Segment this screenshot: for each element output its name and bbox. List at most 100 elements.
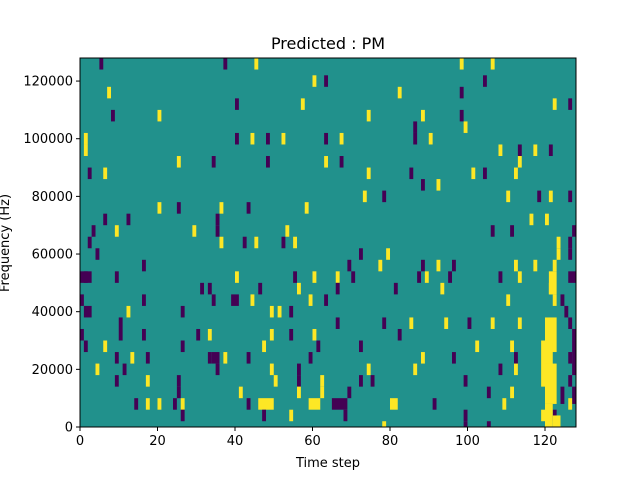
heatmap-cell — [157, 398, 162, 410]
heatmap-cell — [347, 386, 352, 399]
heatmap-cell — [452, 259, 456, 272]
heatmap-cell — [91, 225, 96, 237]
heatmap-cell — [242, 236, 247, 249]
heatmap-cell — [556, 248, 561, 260]
heatmap-cell — [335, 271, 340, 283]
heatmap-cell — [483, 75, 487, 87]
heatmap-cell — [564, 305, 569, 318]
heatmap-cell — [211, 156, 216, 168]
heatmap-cell — [254, 236, 259, 249]
heatmap-cell — [548, 190, 553, 203]
heatmap-cell — [490, 58, 495, 70]
heatmap-cell — [297, 375, 301, 387]
heatmap-cell — [95, 363, 100, 376]
heatmap-cell — [289, 409, 294, 422]
heatmap-cell — [320, 386, 325, 399]
heatmap-cell — [304, 202, 309, 214]
heatmap-cell — [246, 352, 251, 364]
heatmap-cell — [324, 132, 329, 145]
heatmap-cell — [517, 271, 522, 283]
heatmap-cell — [312, 328, 317, 341]
heatmap-cell — [382, 317, 387, 329]
heatmap-cell — [498, 271, 503, 283]
heatmap-cell — [157, 109, 162, 122]
heatmap-cell — [289, 328, 294, 341]
heatmap-cell — [548, 282, 553, 295]
heatmap-cell — [378, 259, 383, 272]
heatmap-cell — [510, 386, 515, 399]
heatmap-cell — [173, 398, 177, 410]
heatmap-cell — [80, 328, 84, 341]
heatmap-cell — [335, 282, 340, 295]
heatmap-cell — [510, 225, 515, 237]
heatmap-cell — [463, 375, 468, 387]
heatmap-cell — [568, 375, 573, 387]
heatmap-cell — [324, 294, 329, 306]
heatmap-cell — [219, 236, 224, 249]
heatmap-cell — [157, 202, 162, 214]
heatmap-cell — [250, 294, 255, 306]
heatmap-cell — [390, 398, 398, 410]
heatmap-cell — [572, 340, 577, 376]
heatmap-cell — [397, 86, 402, 99]
heatmap-cell — [211, 352, 220, 364]
heatmap-cell — [552, 415, 561, 427]
heatmap-cell — [498, 144, 503, 157]
heatmap-cell — [281, 132, 286, 145]
heatmap-cell — [459, 86, 464, 99]
heatmap-cell — [572, 225, 577, 237]
heatmap-cell — [118, 317, 123, 329]
heatmap-cell — [552, 294, 557, 306]
heatmap-cell — [421, 109, 425, 122]
heatmap-cell — [552, 98, 557, 110]
heatmap-cell — [262, 409, 267, 422]
heatmap-cell — [99, 58, 104, 70]
heatmap-cell — [463, 409, 468, 422]
heatmap-cell — [440, 282, 445, 295]
heatmap-cell — [293, 271, 298, 283]
heatmap-cell — [180, 409, 185, 422]
heatmap-cell — [312, 75, 317, 87]
heatmap-cell — [250, 132, 255, 145]
heatmap-cell — [541, 409, 546, 422]
x-tick-label: 120 — [533, 434, 558, 449]
heatmap-cell — [475, 340, 480, 353]
heatmap-cell — [83, 132, 88, 145]
heatmap-cell — [409, 317, 414, 329]
y-axis: 0 20000 40000 60000 80000 100000 120000 — [23, 75, 80, 436]
heatmap-cell — [297, 386, 301, 399]
heatmap-cells — [80, 58, 577, 427]
heatmap-cell — [362, 190, 367, 203]
heatmap-cell — [180, 305, 185, 318]
heatmap-cell — [297, 282, 301, 295]
heatmap-cell — [266, 156, 270, 168]
y-tick-label: 20000 — [32, 363, 73, 378]
heatmap-cell — [514, 167, 518, 180]
heatmap-cell — [339, 156, 344, 168]
x-tick-label: 20 — [149, 434, 166, 449]
heatmap-cell — [351, 271, 356, 283]
heatmap-cell — [215, 213, 220, 226]
heatmap-cell — [142, 259, 146, 272]
heatmap-cell — [122, 363, 127, 376]
heatmap-cell — [397, 328, 402, 341]
heatmap-cell — [142, 328, 146, 341]
heatmap-cell — [568, 190, 573, 203]
heatmap-cell — [145, 352, 150, 364]
heatmap-cell — [556, 236, 561, 249]
heatmap-cell — [258, 282, 263, 295]
heatmap-cell — [533, 259, 538, 272]
heatmap-cell — [297, 363, 301, 376]
heatmap-cell — [80, 294, 84, 306]
heatmap-cell — [568, 248, 573, 260]
heatmap-cell — [359, 340, 363, 353]
heatmap-cell — [366, 109, 371, 122]
heatmap-cell — [545, 403, 553, 427]
heatmap-cell — [548, 144, 553, 157]
y-tick-label: 120000 — [23, 75, 73, 90]
heatmap-cell — [142, 294, 146, 306]
heatmap-cell — [421, 352, 425, 364]
heatmap-cell — [545, 317, 557, 353]
heatmap-cell — [312, 271, 317, 283]
